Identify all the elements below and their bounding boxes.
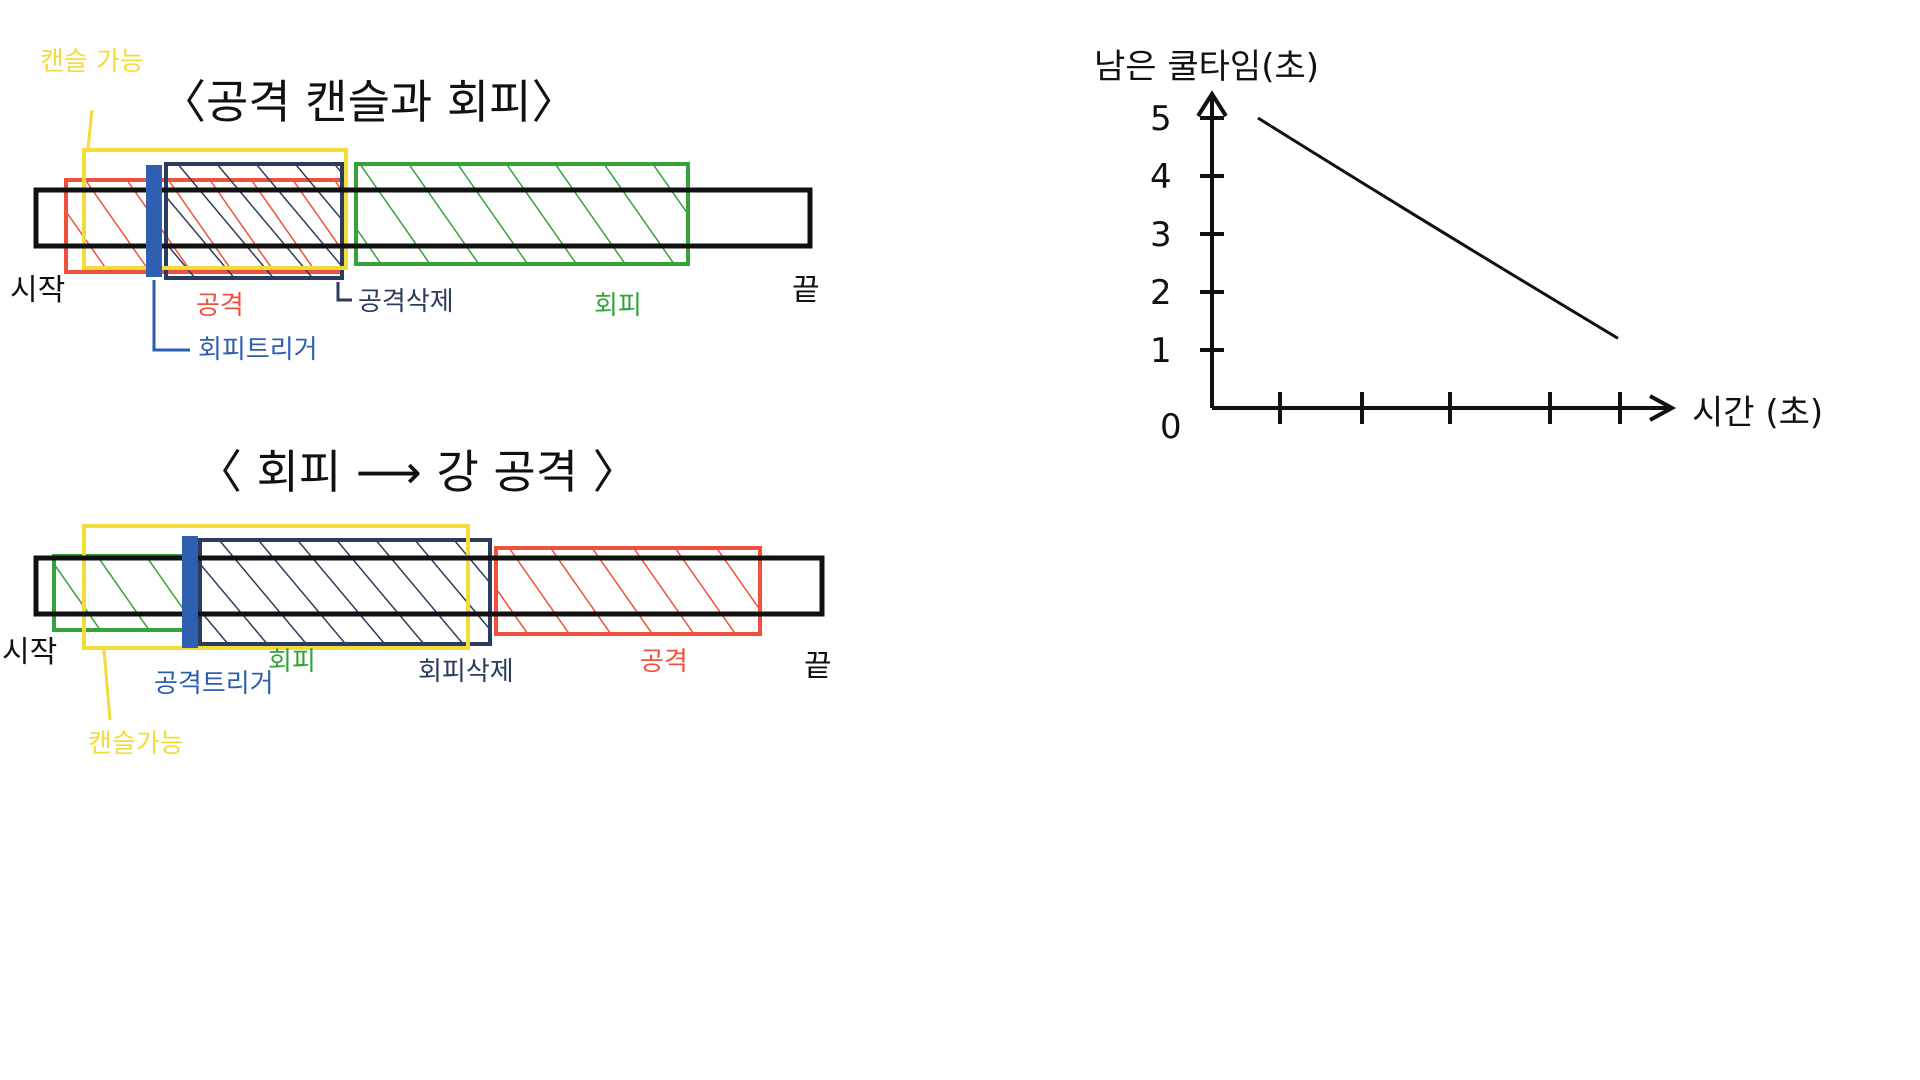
y-axis-label: 남은 쿨타임(초) bbox=[1094, 47, 1319, 87]
y-ticks: 0 1 2 3 4 5 bbox=[1150, 99, 1224, 447]
y-tick-label: 1 bbox=[1150, 331, 1172, 371]
x-ticks bbox=[1278, 392, 1622, 424]
y-tick-label: 0 bbox=[1160, 407, 1182, 447]
attack-delete-region bbox=[164, 162, 344, 280]
attack-trigger-marker bbox=[182, 536, 198, 648]
heavy-attack-region bbox=[494, 546, 762, 636]
diagram2-dodge-label: 회피 bbox=[268, 647, 316, 677]
y-tick-label: 2 bbox=[1150, 273, 1172, 313]
cooldown-line bbox=[1257, 116, 1619, 340]
cancel-window-region-2 bbox=[82, 524, 470, 650]
diagram2-start-label: 시작 bbox=[2, 635, 57, 670]
x-axis-label: 시간 (초) bbox=[1692, 393, 1823, 433]
cancel-pointer-line-2 bbox=[102, 649, 112, 721]
diagram1-end-label: 끝 bbox=[792, 273, 820, 308]
diagram-attack-cancel-dodge: 〈공격 캔슬과 회피〉 캔슬 가능 시작 끝 공격 공격삭제 회피 회피트리거 bbox=[10, 47, 820, 365]
diagram1-dodge-label: 회피 bbox=[594, 291, 642, 321]
y-axis-arrow bbox=[1196, 90, 1228, 118]
diagram2-title: 〈 회피 ⟶ 강 공격 〉 bbox=[196, 445, 639, 499]
diagram1-attack-delete-label: 공격삭제 bbox=[358, 287, 454, 317]
dodge-trigger-pointer bbox=[152, 280, 190, 352]
y-tick-label: 4 bbox=[1150, 157, 1172, 197]
cancel-pointer-line bbox=[86, 109, 94, 149]
attack-delete-pointer bbox=[336, 282, 352, 302]
cancel-window-region bbox=[82, 148, 348, 270]
diagram1-dodge-trigger-label: 회피트리거 bbox=[198, 335, 318, 365]
timeline-bar-2 bbox=[33, 555, 825, 617]
diagram1-attack-label: 공격 bbox=[196, 291, 244, 321]
diagram1-start-label: 시작 bbox=[10, 273, 65, 308]
diagram2-cancel-label: 캔슬가능 bbox=[88, 729, 184, 759]
dodge-region bbox=[354, 162, 690, 266]
diagram2-end-label: 끝 bbox=[804, 649, 832, 684]
y-tick-label: 5 bbox=[1150, 99, 1172, 139]
series-layer bbox=[1257, 116, 1619, 340]
x-axis-arrow bbox=[1649, 394, 1677, 422]
y-tick-label: 3 bbox=[1150, 215, 1172, 255]
dodge-region-2 bbox=[52, 554, 202, 632]
diagram-dodge-to-heavy-attack: 〈 회피 ⟶ 강 공격 〉 시작 끝 공격트리거 회피 회피삭제 공격 캔슬가능 bbox=[2, 445, 832, 759]
diagram2-attack-label: 공격 bbox=[640, 647, 688, 677]
cooldown-chart: 남은 쿨타임(초) 시간 (초) 0 1 2 3 4 5 bbox=[1094, 47, 1823, 447]
diagram2-attack-trigger-label: 공격트리거 bbox=[154, 669, 274, 699]
diagram2-dodge-delete-label: 회피삭제 bbox=[418, 657, 514, 687]
dodge-trigger-marker bbox=[146, 165, 162, 277]
timeline-bar-1 bbox=[33, 187, 813, 249]
diagram1-cancel-label: 캔슬 가능 bbox=[40, 47, 144, 77]
diagram1-title: 〈공격 캔슬과 회피〉 bbox=[160, 75, 577, 129]
